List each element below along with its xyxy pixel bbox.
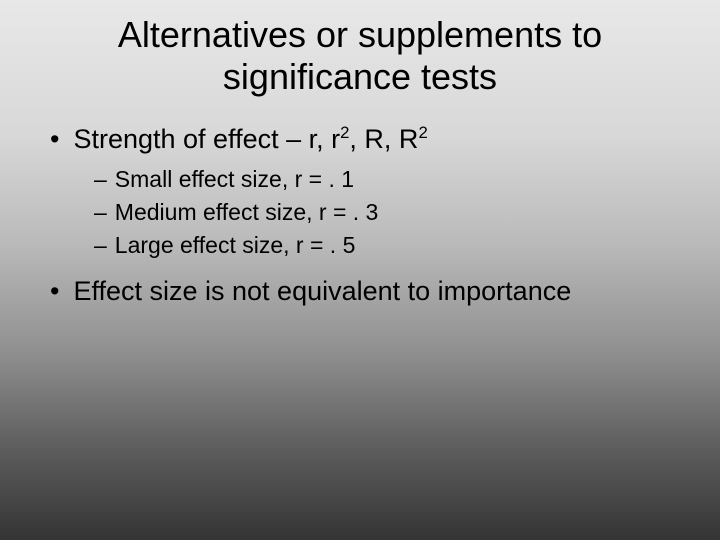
title-line-1: Alternatives or supplements to [118,14,602,55]
bullet-text: Strength of effect – r, r2, R, R2 [73,121,427,157]
title-line-2: significance tests [223,56,497,97]
bullet-strength-of-effect: • Strength of effect – r, r2, R, R2 [50,121,680,157]
bullet-effect-size-importance: • Effect size is not equivalent to impor… [50,273,680,309]
bullet-dot-icon: • [50,121,59,157]
slide: Alternatives or supplements to significa… [0,0,720,540]
bullet-dot-icon: • [50,273,59,309]
dash-icon: – [94,196,107,229]
sub-bullet-large: – Large effect size, r = . 5 [94,229,680,262]
sub-text: Medium effect size, r = . 3 [115,196,379,229]
sub-bullets: – Small effect size, r = . 1 – Medium ef… [40,163,680,261]
sub-text: Large effect size, r = . 5 [115,229,356,262]
dash-icon: – [94,163,107,196]
sub-text: Small effect size, r = . 1 [115,163,354,196]
bullet-text: Effect size is not equivalent to importa… [73,273,571,309]
dash-icon: – [94,229,107,262]
slide-title: Alternatives or supplements to significa… [40,14,680,99]
sub-bullet-small: – Small effect size, r = . 1 [94,163,680,196]
sub-bullet-medium: – Medium effect size, r = . 3 [94,196,680,229]
